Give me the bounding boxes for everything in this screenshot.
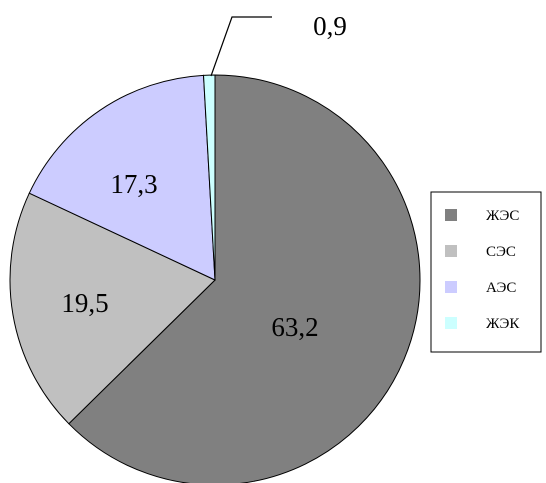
- legend-label-zhek: ЖЭК: [486, 316, 520, 332]
- pie-slice-zhek: [202, 74, 216, 281]
- pie-slice-zhes: [68, 74, 421, 483]
- data-label-aes: 17,3: [110, 169, 157, 199]
- legend-label-ses: СЭС: [486, 244, 516, 260]
- legend-swatch-aes: [445, 281, 457, 293]
- data-label-zhek: 0,9: [313, 11, 347, 41]
- legend-swatch-zhes: [445, 209, 457, 221]
- legend: ЖЭС СЭС АЭС ЖЭК: [430, 191, 542, 353]
- pie-slices: [9, 74, 421, 483]
- data-label-ses: 19,5: [61, 288, 108, 318]
- pie-slice-aes: [28, 74, 216, 281]
- pie-slice-ses: [9, 192, 216, 425]
- data-label-zhes: 63,2: [271, 312, 318, 342]
- legend-label-aes: АЭС: [486, 280, 516, 296]
- leader-line: [210, 16, 272, 77]
- legend-items: ЖЭС СЭС АЭС ЖЭК: [445, 208, 520, 332]
- legend-swatch-ses: [445, 245, 457, 257]
- legend-swatch-zhek: [445, 317, 457, 329]
- legend-label-zhes: ЖЭС: [486, 208, 519, 224]
- data-labels: 63,2 19,5 17,3 0,9: [61, 11, 347, 342]
